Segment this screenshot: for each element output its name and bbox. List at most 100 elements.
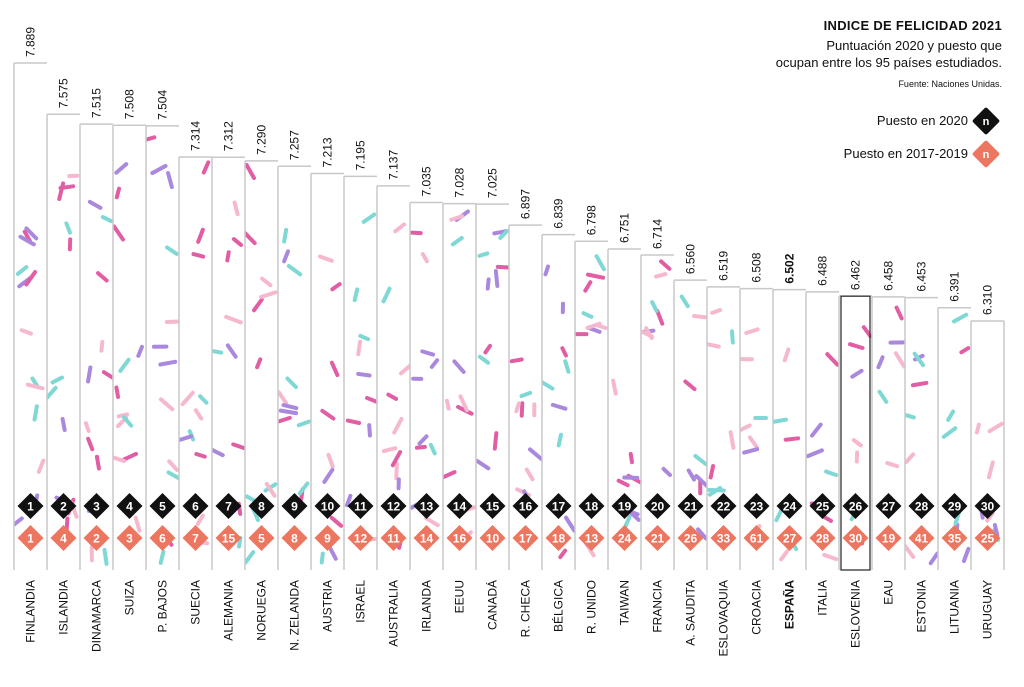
rank-2020-diamond [248,493,275,519]
sprinkles [611,378,641,530]
bar-group: 6.310 30 25 URUGUAY [970,285,1005,639]
sprinkle [345,493,353,508]
rank-2020-label: 13 [420,500,434,514]
value-label: 6.391 [948,271,962,301]
rank-2017-2019-diamond [512,525,539,551]
sprinkle [25,382,45,391]
rank-2020-diamond [380,493,407,519]
sprinkle [167,459,179,472]
rank-2017-2019-label: 27 [783,532,797,546]
rank-2017-2019-diamond [50,525,77,551]
sprinkle [278,390,289,406]
sprinkle [564,515,575,533]
sprinkle [58,184,76,191]
sprinkle [158,359,178,367]
bar-group: 6.488 25 28 ITALIA [805,256,839,616]
category-label: NORUEGA [255,580,269,641]
sprinkle [317,254,334,263]
sprinkles [476,229,509,471]
sprinkle [476,458,491,471]
bar-group: 6.839 17 18 BÉLGICA [541,198,575,632]
legend-rank-2017-2019: Puesto en 2017-2019 [844,146,968,161]
rank-2017-2019-diamond [215,525,242,551]
sprinkle [24,269,38,287]
sprinkle [742,447,760,455]
rank-2017-2019-label: 26 [684,532,698,546]
rank-2020-diamond [578,493,605,519]
rank-2017-2019-label: 30 [849,532,863,546]
sprinkle [278,415,292,424]
bar-group: 7.889 1 1 FINLANDIA [13,27,47,643]
sprinkles [974,421,1004,543]
bar-group: 6.519 22 33 ESLOVAQUIA [706,250,740,656]
rank-2017-2019-label: 17 [519,532,533,546]
sprinkle [100,215,113,224]
sprinkle [195,513,205,527]
sprinkle [381,446,398,454]
rank-2020-label: 3 [93,500,100,514]
sprinkle [414,444,427,450]
value-label: 7.195 [354,140,368,170]
sprinkle [165,245,179,256]
rank-2020-label: 22 [717,500,731,514]
value-label: 7.508 [123,89,137,119]
sprinkle [961,546,971,563]
rank-2017-2019-diamond [446,525,473,551]
sprinkle [231,237,244,247]
bar-group: 6.508 23 61 CROACIA [739,252,773,635]
sprinkle [251,297,264,313]
value-label: 6.508 [750,252,764,282]
sprinkles [278,227,311,502]
rank-2017-2019-diamond [83,525,110,551]
sprinkle [50,375,65,385]
sprinkle [327,544,338,561]
sprinkles [773,347,801,562]
rank-2020-diamond [644,493,671,519]
category-label: AUSTRIA [321,580,335,632]
sprinkle [905,543,916,559]
value-label: 7.515 [90,88,104,118]
bar-group: 7.312 7 15 ALEMANIA [211,121,245,641]
value-label: 7.257 [288,130,302,160]
rank-2020-diamond [875,493,902,519]
rank-2020-label: 10 [321,500,335,514]
rank-2020-diamond [710,493,737,519]
sprinkle [974,422,981,435]
bar-group: 6.453 28 41 ESTONIA [904,261,938,632]
rank-2017-2019-diamond [578,525,605,551]
sprinkle [693,454,707,467]
sprinkle [114,186,122,200]
category-label: LITUANIA [948,580,962,634]
sprinkles [443,209,476,546]
category-label: CANADÁ [485,580,500,630]
sprinkle [877,389,889,404]
value-label: 6.560 [684,244,698,274]
sprinkle [885,461,900,469]
rank-2020-diamond [446,493,473,519]
rank-2017-2019-diamond [677,525,704,551]
rank-2020-diamond [941,493,968,519]
rank-2020-label: 12 [387,500,401,514]
rank-2017-2019-diamond [149,525,176,551]
sprinkles [876,305,905,516]
sprinkles [345,212,377,543]
sprinkles [410,230,440,528]
sprinkle [36,458,46,474]
sprinkle [102,547,109,566]
chart-subtitle: Puntuación 2020 y puesto que ocupan entr… [702,37,1002,71]
category-label: ESPAÑA [782,580,797,629]
sprinkles [146,135,179,565]
sprinkle [14,516,24,527]
sprinkle [583,280,593,293]
rank-2017-2019-label: 61 [750,532,764,546]
rank-2017-2019-diamond [644,525,671,551]
rank-2017-2019-diamond [281,525,308,551]
value-label: 7.575 [57,78,71,108]
sprinkle [848,342,865,350]
sprinkle [101,370,113,380]
sprinkles [113,162,144,533]
sprinkle [201,160,211,175]
sprinkle [47,385,58,401]
rank-2020-label: 15 [486,500,500,514]
sprinkle [286,263,303,277]
